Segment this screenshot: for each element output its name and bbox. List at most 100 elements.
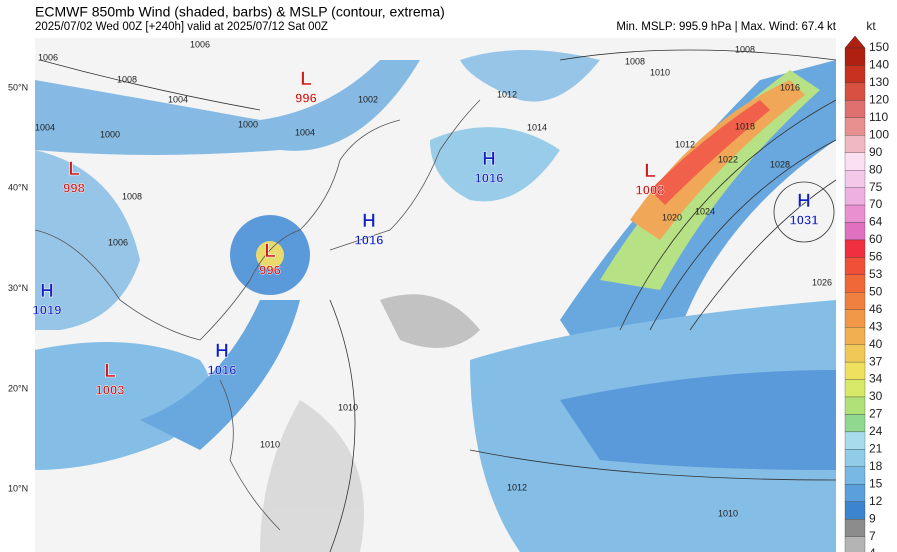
colorbar-label: 18 <box>869 459 883 473</box>
colorbar-label: 56 <box>869 250 883 264</box>
center-symbol: L <box>264 241 276 262</box>
colorbar-label: 46 <box>869 302 883 316</box>
isobar-label: 1010 <box>718 508 738 518</box>
colorbar-label: 12 <box>869 494 883 508</box>
colorbar-swatch <box>844 501 866 520</box>
latitude-label: 20°N <box>8 383 28 393</box>
colorbar-label: 15 <box>869 476 883 490</box>
isobar-label: 1024 <box>695 206 715 216</box>
isobar-label: 1010 <box>260 439 280 449</box>
latitude-label: 40°N <box>8 183 28 193</box>
latitude-label: 10°N <box>8 484 28 494</box>
colorbar-label: 75 <box>869 180 883 194</box>
colorbar-swatch <box>844 65 866 84</box>
colorbar-swatch <box>844 274 866 293</box>
colorbar-label: 90 <box>869 145 883 159</box>
isobar-label: 1008 <box>625 56 645 66</box>
colorbar-swatch <box>844 135 866 153</box>
colorbar-label: 120 <box>869 93 889 107</box>
colorbar-swatch <box>844 257 866 275</box>
colorbar-swatch <box>844 169 866 188</box>
colorbar-swatch <box>844 536 866 552</box>
isobar-label: 1004 <box>295 127 315 137</box>
colorbar-swatch <box>844 344 866 363</box>
isobar-label: 1006 <box>190 39 210 49</box>
isobar-label: 1028 <box>770 159 790 169</box>
center-pressure: 998 <box>63 180 85 195</box>
side-bg <box>0 38 35 552</box>
center-pressure: 1031 <box>790 212 819 227</box>
isobar-label: 1004 <box>168 94 188 104</box>
colorbar-label: 70 <box>869 197 883 211</box>
center-pressure: 996 <box>295 90 317 105</box>
isobar-label: 1008 <box>735 44 755 54</box>
latitude-label: 50°N <box>8 82 28 92</box>
colorbar-label: 21 <box>869 442 883 456</box>
isobar-label: 1000 <box>100 129 120 139</box>
isobar-label: 1026 <box>812 277 832 287</box>
latitude-label: 30°N <box>8 283 28 293</box>
title: ECMWF 850mb Wind (shaded, barbs) & MSLP … <box>35 4 445 20</box>
isobar-label: 1008 <box>117 74 137 84</box>
center-symbol: L <box>644 161 656 182</box>
colorbar-label: 110 <box>869 110 888 124</box>
colorbar-swatch <box>844 327 866 345</box>
colorbar-swatch <box>844 519 866 537</box>
colorbar-label: 4 <box>869 546 876 552</box>
colorbar-label: 50 <box>869 284 883 298</box>
colorbar-label: 130 <box>869 75 889 89</box>
colorbar-swatch <box>844 379 866 398</box>
isobar-label: 1020 <box>662 212 682 222</box>
isobar-label: 1004 <box>35 122 55 132</box>
colorbar-label: 40 <box>869 337 883 351</box>
center-symbol: H <box>362 211 376 232</box>
center-symbol: H <box>40 281 54 302</box>
isobar-label: 1006 <box>38 52 58 62</box>
colorbar-swatch <box>844 117 866 136</box>
colorbar-swatch <box>844 82 866 101</box>
isobar-label: 1010 <box>338 402 358 412</box>
center-pressure: 1003 <box>96 382 125 397</box>
colorbar-unit: kt <box>866 19 876 33</box>
colorbar-swatch <box>844 100 866 118</box>
colorbar-swatch <box>844 396 866 415</box>
stats-info: Min. MSLP: 995.9 hPa | Max. Wind: 67.4 k… <box>616 21 836 33</box>
coastlines <box>34 99 481 531</box>
colorbar-swatch <box>844 204 866 223</box>
colorbar-label: 37 <box>869 354 883 368</box>
center-pressure: 996 <box>259 262 281 277</box>
colorbar-swatch <box>844 152 866 171</box>
isobar-label: 1006 <box>108 237 128 247</box>
center-symbol: L <box>300 69 312 90</box>
isobar-label: 1018 <box>735 121 755 131</box>
colorbar-label: 150 <box>869 40 889 54</box>
isobar-label: 1012 <box>675 139 695 149</box>
colorbar-label: 7 <box>869 529 876 543</box>
center-symbol: L <box>104 361 116 382</box>
colorbar-label: 140 <box>869 58 889 72</box>
isobar-label: 1002 <box>358 94 378 104</box>
colorbar-swatch <box>844 309 866 328</box>
colorbar-swatch <box>844 47 866 66</box>
colorbar-swatch <box>844 361 866 380</box>
colorbar-swatch <box>844 414 866 433</box>
wind-shading <box>35 50 836 552</box>
colorbar-swatch <box>844 484 866 502</box>
colorbar-label: 80 <box>869 162 883 176</box>
isobar-label: 1014 <box>527 122 547 132</box>
isobar-label: 1016 <box>780 82 800 92</box>
colorbar-swatch <box>844 466 866 485</box>
colorbar-label: 60 <box>869 232 883 246</box>
center-pressure: 1019 <box>33 302 62 317</box>
colorbar-label: 43 <box>869 319 883 333</box>
colorbar-label: 100 <box>869 127 889 141</box>
center-pressure: 1016 <box>475 170 504 185</box>
colorbar-swatch <box>844 292 866 310</box>
colorbar-swatch <box>844 222 866 241</box>
isobar-label: 1012 <box>497 89 517 99</box>
colorbar-swatch <box>844 187 866 206</box>
center-pressure: 1016 <box>355 232 384 247</box>
colorbar-label: 30 <box>869 389 883 403</box>
run-info: 2025/07/02 Wed 00Z [+240h] valid at 2025… <box>35 21 328 33</box>
